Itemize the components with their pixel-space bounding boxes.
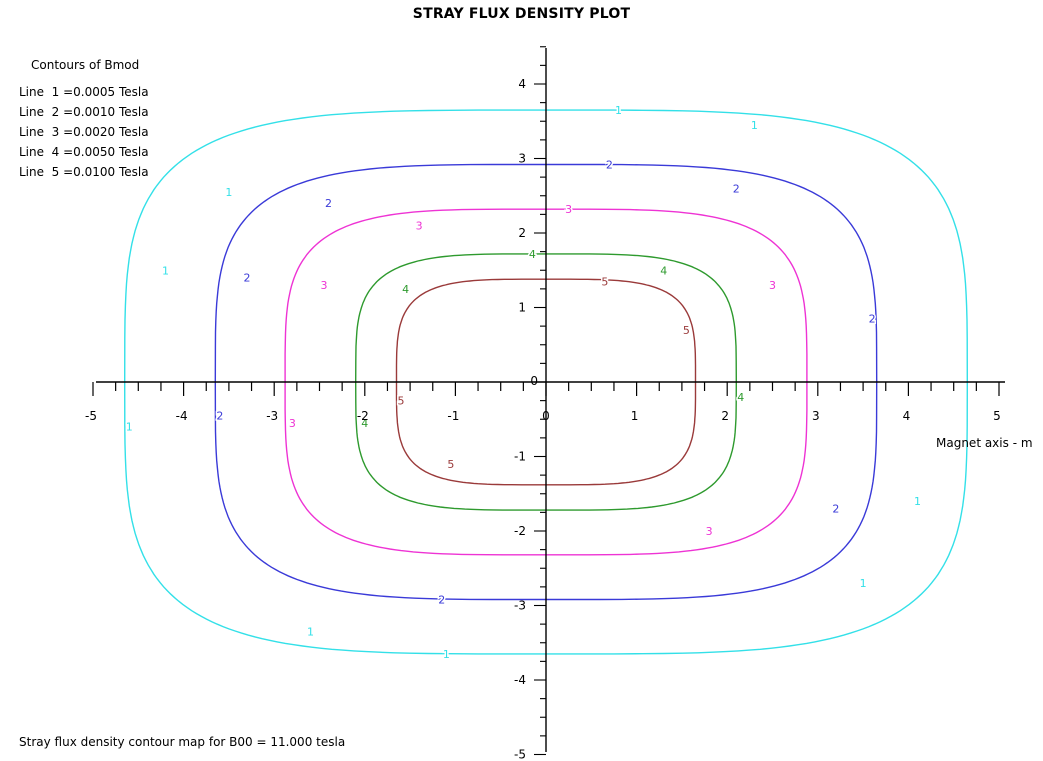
y-tick-label: -3 — [514, 599, 526, 613]
y-tick-label: 3 — [518, 152, 526, 166]
x-tick-label: -4 — [176, 409, 188, 423]
y-tick-label: -5 — [514, 748, 526, 761]
y-tick-label: -1 — [514, 450, 526, 464]
contour-label-1-8: 1 — [443, 648, 450, 661]
y-tick-label: 0 — [530, 374, 538, 388]
contour-label-2-0: 2 — [606, 158, 613, 171]
contour-label-4-1: 4 — [660, 264, 667, 277]
contour-label-5-0: 5 — [601, 275, 608, 288]
x-tick-label: 3 — [812, 409, 820, 423]
x-tick-label: 0 — [542, 409, 550, 423]
y-tick-label: -4 — [514, 673, 526, 687]
contour-label-1-3: 1 — [162, 264, 169, 277]
contour-label-3-4: 3 — [289, 417, 296, 430]
legend: Line 1 =0.0005 Tesla Line 2 =0.0010 Tesl… — [19, 82, 149, 182]
x-axis-label: Magnet axis - m — [936, 436, 1033, 450]
contour-label-4-2: 4 — [402, 283, 409, 296]
contour-label-2-1: 2 — [733, 182, 740, 195]
contour-label-3-2: 3 — [769, 279, 776, 292]
contour-label-1-2: 1 — [225, 186, 232, 199]
contour-label-1-6: 1 — [860, 577, 867, 590]
legend-item-5: Line 5 =0.0100 Tesla — [19, 165, 149, 179]
legend-item-3: Line 3 =0.0020 Tesla — [19, 125, 149, 139]
contour-label-2-4: 2 — [869, 313, 876, 326]
contour-label-4-0: 4 — [529, 248, 536, 261]
contour-label-2-7: 2 — [438, 594, 445, 607]
contour-label-5-2: 5 — [398, 395, 405, 408]
legend-item-2: Line 2 =0.0010 Tesla — [19, 105, 149, 119]
legend-item-1: Line 1 =0.0005 Tesla — [19, 85, 149, 99]
contour-label-2-5: 2 — [216, 410, 223, 423]
legend-heading: Contours of Bmod — [31, 58, 140, 72]
contour-label-3-5: 3 — [706, 525, 713, 538]
contour-label-3-3: 3 — [321, 279, 328, 292]
y-tick-label: 2 — [518, 226, 526, 240]
x-tick-label: -1 — [447, 409, 459, 423]
y-tick-label: 1 — [518, 301, 526, 315]
contour-label-3-0: 3 — [565, 203, 572, 216]
contour-label-1-1: 1 — [751, 119, 758, 132]
contour-label-4-3: 4 — [737, 391, 744, 404]
footer-caption: Stray flux density contour map for B00 =… — [19, 735, 346, 749]
contour-label-1-0: 1 — [615, 104, 622, 117]
legend-item-4: Line 4 =0.0050 Tesla — [19, 145, 149, 159]
contour-label-2-2: 2 — [325, 197, 332, 210]
x-tick-label: 5 — [993, 409, 1001, 423]
x-tick-label: -2 — [357, 409, 369, 423]
x-tick-label: 2 — [721, 409, 729, 423]
x-tick-label: 4 — [903, 409, 911, 423]
x-tick-label: 1 — [631, 409, 639, 423]
contour-label-5-1: 5 — [683, 324, 690, 337]
y-tick-label: 4 — [518, 77, 526, 91]
contour-label-1-4: 1 — [126, 421, 133, 434]
x-tick-label: -5 — [85, 409, 97, 423]
contour-label-1-5: 1 — [914, 495, 921, 508]
x-tick-label: -3 — [266, 409, 278, 423]
y-tick-label: -2 — [514, 524, 526, 538]
contour-label-2-6: 2 — [832, 503, 839, 516]
chart-title: STRAY FLUX DENSITY PLOT — [412, 6, 631, 22]
contour-label-5-3: 5 — [447, 458, 454, 471]
contour-label-3-1: 3 — [416, 220, 423, 233]
contour-label-2-3: 2 — [244, 272, 251, 285]
contour-label-1-7: 1 — [307, 626, 314, 639]
contour-label-4-4: 4 — [361, 417, 368, 430]
